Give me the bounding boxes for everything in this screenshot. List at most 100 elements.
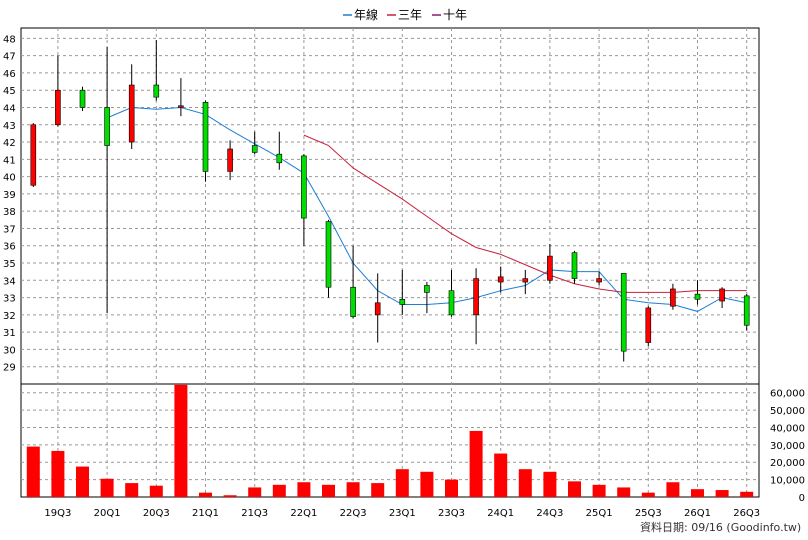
time-tick-label: 20Q1 (94, 508, 121, 519)
volume-bar (346, 482, 360, 497)
legend-label-10yr: 十年 (443, 8, 467, 22)
volume-bar (223, 495, 237, 497)
time-tick-label: 23Q3 (438, 508, 465, 519)
volume-bar (445, 479, 458, 497)
volume-bar (199, 492, 212, 497)
candle-body (547, 255, 553, 281)
time-tick-label: 19Q3 (44, 508, 71, 519)
volume-bar (26, 446, 40, 497)
volume-tick-label: 0 (799, 493, 805, 504)
volume-bar (174, 384, 188, 497)
candle-body (104, 107, 110, 146)
volume-bar (740, 491, 754, 497)
volume-tick-label: 50,000 (770, 406, 805, 417)
price-tick-label: 48 (3, 34, 16, 45)
volume-bar (518, 469, 532, 497)
time-tick-label: 24Q1 (487, 508, 514, 519)
volume-bar (494, 453, 508, 497)
volume-tick-label: 20,000 (770, 458, 805, 469)
price-tick-label: 45 (3, 86, 16, 97)
volume-bar (715, 490, 729, 497)
time-tick-label: 22Q3 (340, 508, 367, 519)
time-tick-label: 20Q3 (143, 508, 170, 519)
candle-body (276, 153, 283, 164)
price-tick-label: 31 (3, 328, 16, 339)
price-tick-label: 32 (3, 311, 16, 322)
candle-body (522, 278, 529, 283)
volume-tick-label: 10,000 (770, 476, 805, 487)
candle-body (473, 278, 479, 316)
volume-bar (248, 487, 262, 497)
time-tick-label: 21Q3 (241, 508, 268, 519)
volume-tick-label: 30,000 (770, 441, 805, 452)
candle-body (448, 290, 455, 316)
price-tick-label: 39 (3, 190, 16, 201)
candle-body (202, 102, 209, 172)
volume-bar (568, 481, 581, 497)
candle-body (227, 148, 233, 172)
candle-body (350, 286, 356, 317)
volume-bar (617, 487, 631, 497)
volume-tick-label: 60,000 (770, 389, 805, 400)
candle-body (694, 293, 701, 300)
price-tick-label: 33 (3, 294, 16, 305)
price-tick-label: 42 (3, 138, 16, 149)
plot-area: 29 30 31 32 33 34 35 36 37 38 39 40 41 42 43 44 45 46 47 48… (3, 27, 805, 519)
legend-label-3yr: 三年 (398, 8, 422, 22)
candle-body (596, 278, 602, 283)
price-tick-label: 46 (3, 69, 16, 80)
time-tick-label: 24Q3 (536, 508, 563, 519)
candle-body (301, 155, 307, 219)
candle-body (497, 276, 504, 283)
volume-bar (469, 430, 483, 497)
candle-body (178, 105, 184, 108)
volume-bar (149, 485, 163, 497)
candle-body (55, 89, 61, 126)
legend-label-annual: 年線 (354, 7, 378, 22)
candle-body (79, 89, 86, 108)
time-tick-label: 23Q1 (389, 508, 416, 519)
plot-frame (20, 27, 760, 498)
ma-line-3yr (303, 134, 747, 293)
candle-body (424, 285, 430, 293)
price-tick-label: 47 (3, 52, 16, 63)
volume-bar (592, 484, 606, 497)
price-tick-label: 43 (3, 121, 16, 132)
volume-bar (691, 489, 704, 497)
candle-body (645, 307, 652, 343)
time-tick-label: 26Q3 (733, 508, 760, 519)
candle-body (153, 84, 160, 98)
candle-body (251, 145, 258, 153)
time-tick-label: 22Q1 (290, 508, 317, 519)
price-tick-label: 34 (3, 276, 16, 287)
candle-body (743, 295, 750, 326)
time-tick-label: 25Q1 (586, 508, 613, 519)
candle-body (719, 288, 725, 302)
volume-bar (297, 482, 311, 497)
volume-bar (51, 450, 65, 497)
legend: 年線 三年 十年 (343, 7, 467, 22)
volume-bar (272, 484, 286, 497)
volume-bar (420, 471, 434, 497)
volume-bar (666, 482, 680, 497)
volume-bar (543, 471, 557, 497)
price-tick-label: 37 (3, 224, 16, 235)
volume-bar (322, 484, 335, 497)
price-tick-label: 41 (3, 155, 16, 166)
candle-body (620, 273, 627, 352)
volume-bar (100, 478, 114, 497)
price-tick-label: 40 (3, 173, 16, 184)
price-tick-label: 29 (3, 363, 16, 374)
volume-bar (125, 483, 139, 497)
candle-body (399, 299, 406, 305)
candle-body (374, 302, 381, 316)
price-tick-label: 38 (3, 207, 16, 218)
candle-body (571, 252, 578, 279)
volume-tick-label: 40,000 (770, 423, 805, 434)
time-tick-label: 26Q1 (684, 508, 711, 519)
data-date-footer: 資料日期: 09/16 (Goodinfo.tw) (640, 521, 802, 534)
volume-bar (395, 469, 409, 497)
candle-body (670, 288, 676, 307)
price-tick-label: 36 (3, 242, 16, 253)
